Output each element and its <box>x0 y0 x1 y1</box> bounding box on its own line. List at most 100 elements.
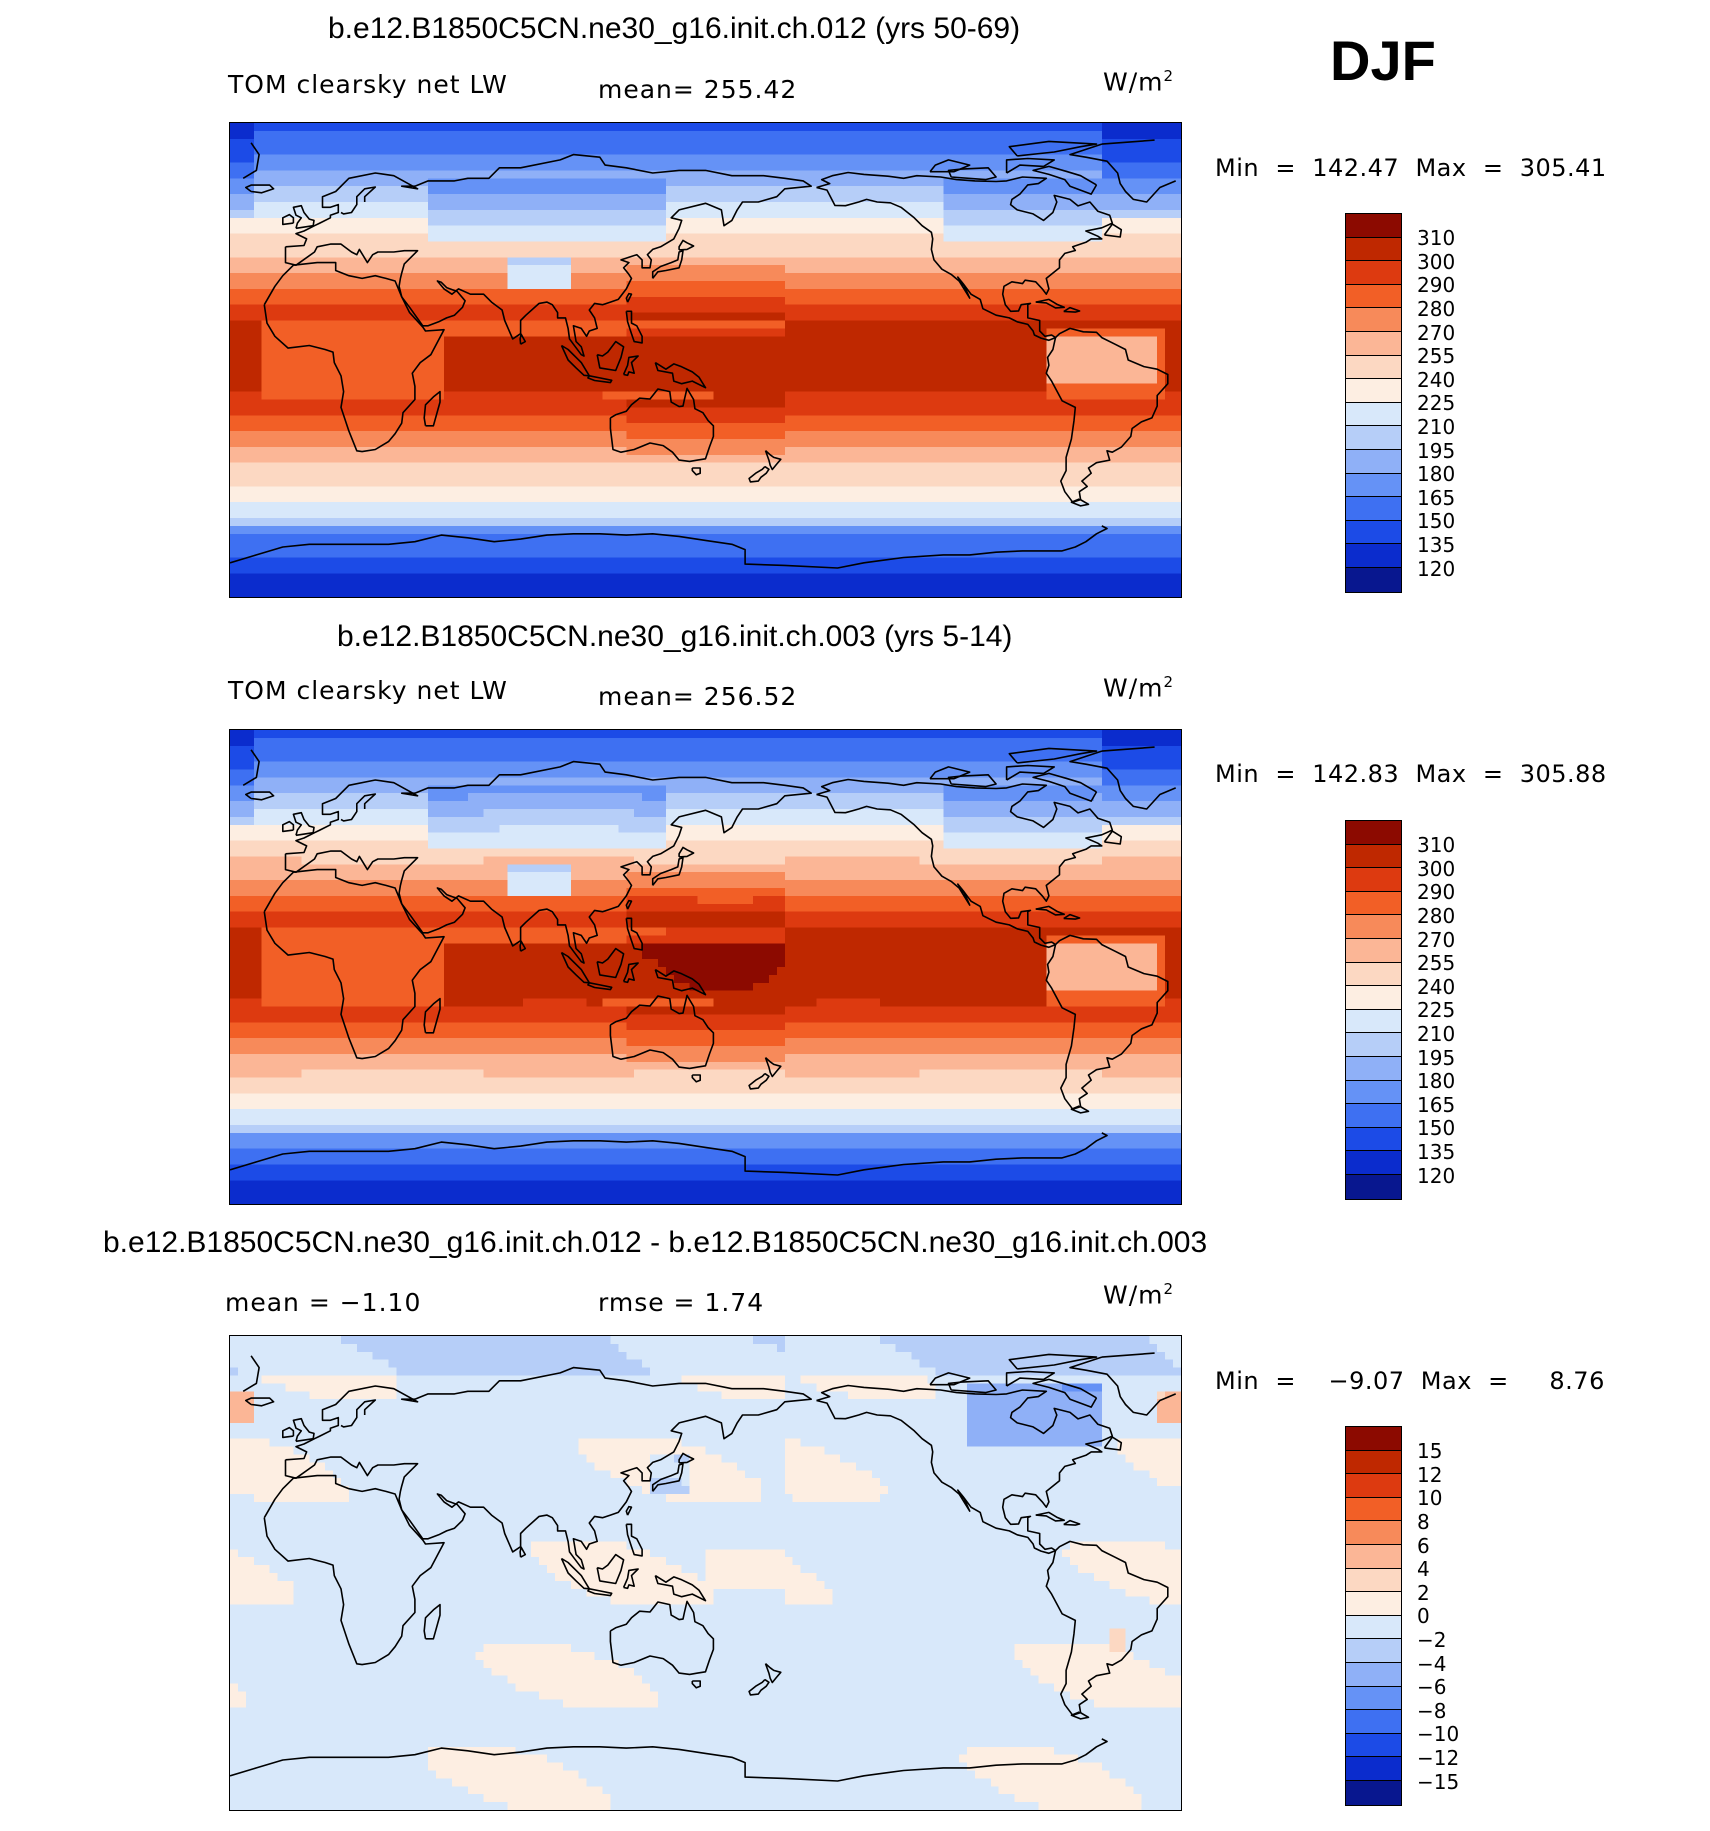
heatmap-cell <box>887 320 897 329</box>
heatmap-cell <box>459 407 469 416</box>
heatmap-cell <box>467 217 477 227</box>
heatmap-cell <box>475 265 485 274</box>
heatmap-cell <box>697 288 707 298</box>
heatmap-cell <box>967 415 976 424</box>
heatmap-cell <box>745 154 754 164</box>
heatmap-cell <box>642 138 651 148</box>
heatmap-cell <box>729 312 738 322</box>
heatmap-cell <box>959 202 968 211</box>
heatmap-cell <box>760 162 770 171</box>
heatmap-cell <box>1085 375 1095 385</box>
heatmap-cell <box>237 304 247 314</box>
heatmap-cell <box>317 123 326 132</box>
heatmap-cell <box>745 249 754 258</box>
heatmap-cell <box>887 312 897 322</box>
heatmap-cell <box>650 336 659 345</box>
heatmap-cell <box>483 399 493 408</box>
heatmap-cell <box>412 186 421 195</box>
heatmap-cell <box>808 162 818 171</box>
heatmap-cell <box>515 202 524 211</box>
heatmap-cell <box>634 423 643 432</box>
heatmap-cell <box>784 186 794 195</box>
heatmap-cell <box>650 312 659 322</box>
heatmap-cell <box>277 431 287 440</box>
heatmap-cell <box>380 209 390 219</box>
heatmap-cell <box>998 138 1008 148</box>
heatmap-cell <box>483 265 493 274</box>
heatmap-cell <box>594 446 604 456</box>
heatmap-cell <box>737 336 746 345</box>
heatmap-cell <box>1006 265 1016 274</box>
heatmap-cell <box>729 431 738 440</box>
heatmap-cell <box>412 123 421 132</box>
heatmap-cell <box>816 162 825 171</box>
heatmap-cell <box>1022 367 1032 377</box>
heatmap-cell <box>927 304 936 314</box>
heatmap-cell <box>650 170 659 179</box>
heatmap-cell <box>1117 123 1127 132</box>
heatmap-cell <box>309 407 318 416</box>
heatmap-cell <box>808 202 818 211</box>
heatmap-cell <box>570 233 580 243</box>
heatmap-cell <box>285 375 295 385</box>
heatmap-cell <box>372 225 382 235</box>
heatmap-cell <box>1085 312 1095 322</box>
heatmap-cell <box>1133 375 1142 385</box>
heatmap-cell <box>697 146 707 156</box>
heatmap-cell <box>927 202 936 211</box>
heatmap-cell <box>879 186 889 195</box>
heatmap-cell <box>697 383 707 393</box>
heatmap-cell <box>721 336 730 345</box>
heatmap-cell <box>293 225 302 235</box>
heatmap-cell <box>428 391 437 401</box>
heatmap-cell <box>539 233 548 243</box>
heatmap-cell <box>253 352 263 361</box>
heatmap-cell <box>1141 352 1150 361</box>
heatmap-cell <box>1165 202 1174 211</box>
heatmap-cell <box>816 431 825 440</box>
heatmap-cell <box>586 360 596 369</box>
heatmap-cell <box>230 162 239 171</box>
heatmap-cell <box>784 249 794 258</box>
heatmap-cell <box>1165 154 1174 164</box>
heatmap-cell <box>554 249 564 258</box>
heatmap-cell <box>317 352 326 361</box>
heatmap-cell <box>253 367 263 377</box>
heatmap-cell <box>681 320 691 329</box>
heatmap-cell <box>816 328 825 337</box>
heatmap-cell <box>745 360 754 369</box>
heatmap-cell <box>848 225 857 235</box>
heatmap-cell <box>745 446 754 456</box>
heatmap-cell <box>570 439 580 448</box>
heatmap-cell <box>269 312 279 322</box>
heatmap-cell <box>951 296 960 306</box>
heatmap-cell <box>721 273 730 282</box>
heatmap-cell <box>1038 367 1047 377</box>
heatmap-cell <box>1149 130 1158 140</box>
heatmap-cell <box>824 273 833 282</box>
heatmap-cell <box>523 336 532 345</box>
heatmap-cell <box>1070 367 1079 377</box>
heatmap-cell <box>824 146 833 156</box>
heatmap-cell <box>539 138 548 148</box>
heatmap-cell <box>340 130 350 140</box>
heatmap-cell <box>935 130 944 140</box>
heatmap-cell <box>967 233 976 243</box>
heatmap-cell <box>301 415 310 424</box>
heatmap-cell <box>491 249 501 258</box>
heatmap-cell <box>887 383 897 393</box>
heatmap-cell <box>673 415 683 424</box>
heatmap-cell <box>1133 241 1142 250</box>
heatmap-cell <box>1149 399 1158 408</box>
heatmap-cell <box>768 146 778 156</box>
heatmap-cell <box>943 281 952 290</box>
heatmap-cell <box>776 186 786 195</box>
heatmap-cell <box>531 265 540 274</box>
heatmap-cell <box>832 281 841 290</box>
heatmap-cell <box>864 383 873 393</box>
heatmap-cell <box>887 186 897 195</box>
heatmap-cell <box>887 138 897 148</box>
heatmap-cell <box>887 241 897 250</box>
heatmap-cell <box>848 209 857 219</box>
season-label: DJF <box>1330 28 1436 93</box>
